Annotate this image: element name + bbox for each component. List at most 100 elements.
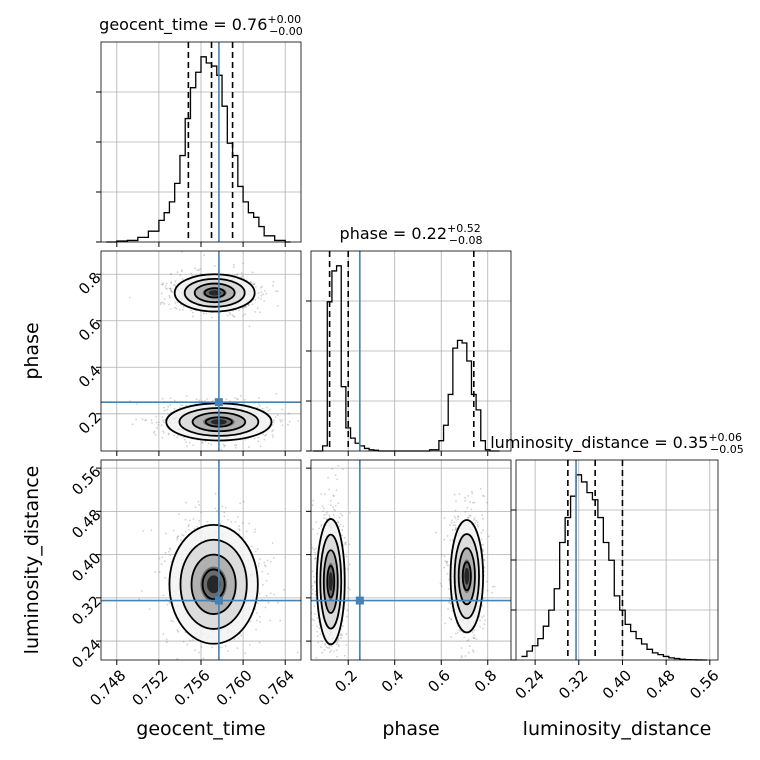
sample-point bbox=[461, 655, 463, 658]
title-err-minus: −0.08 bbox=[449, 234, 483, 247]
sample-point bbox=[161, 416, 164, 418]
sample-point bbox=[154, 571, 157, 573]
sample-point bbox=[483, 623, 486, 626]
sample-point bbox=[163, 560, 166, 563]
sample-point bbox=[213, 265, 216, 267]
sample-point bbox=[256, 307, 259, 310]
sample-point bbox=[257, 292, 260, 294]
sample-point bbox=[169, 548, 172, 551]
sample-point bbox=[347, 586, 350, 589]
sample-point bbox=[479, 625, 482, 628]
sample-point bbox=[314, 590, 317, 593]
sample-point bbox=[192, 444, 195, 446]
sample-point bbox=[169, 397, 172, 399]
sample-point bbox=[169, 602, 171, 604]
sample-point bbox=[219, 522, 222, 525]
sample-point bbox=[262, 433, 265, 436]
sample-point bbox=[322, 510, 325, 512]
sample-point bbox=[455, 500, 457, 503]
sample-point bbox=[170, 282, 173, 284]
sample-point bbox=[224, 644, 227, 647]
sample-point bbox=[164, 576, 167, 579]
sample-point bbox=[261, 407, 264, 410]
sample-point bbox=[332, 495, 335, 497]
sample-point bbox=[162, 430, 165, 432]
sample-point bbox=[340, 633, 343, 635]
sample-point bbox=[168, 601, 171, 603]
sample-point bbox=[169, 554, 172, 556]
sample-point bbox=[454, 509, 457, 512]
sample-point bbox=[492, 585, 494, 588]
sample-point bbox=[165, 532, 167, 535]
sample-point bbox=[162, 432, 165, 434]
sample-point bbox=[473, 501, 476, 504]
sample-point bbox=[238, 309, 241, 312]
sample-point bbox=[479, 487, 482, 490]
sample-point bbox=[448, 601, 450, 604]
sample-point bbox=[262, 583, 264, 586]
sample-point bbox=[266, 559, 269, 562]
panel-frame bbox=[310, 250, 512, 452]
histogram-layer bbox=[101, 42, 718, 661]
sample-point bbox=[343, 654, 346, 657]
sample-point bbox=[176, 629, 179, 632]
sample-point bbox=[264, 434, 266, 437]
sample-point bbox=[469, 515, 472, 517]
sample-point bbox=[254, 311, 257, 313]
sample-point bbox=[334, 474, 337, 477]
sample-point bbox=[444, 560, 447, 563]
sample-point bbox=[471, 631, 474, 634]
sample-point bbox=[245, 530, 248, 533]
sample-point bbox=[181, 534, 183, 536]
x-tick-label: 0.752 bbox=[129, 666, 172, 709]
sample-point bbox=[445, 562, 448, 565]
sample-point bbox=[443, 566, 445, 569]
sample-point bbox=[231, 314, 234, 316]
sample-point bbox=[174, 301, 177, 304]
sample-point bbox=[320, 640, 322, 642]
sample-point bbox=[341, 514, 344, 517]
sample-point bbox=[480, 538, 483, 541]
x-tick-label: 0.760 bbox=[213, 666, 256, 709]
sample-point bbox=[168, 432, 170, 435]
sample-point bbox=[138, 598, 141, 600]
sample-point bbox=[277, 601, 279, 604]
sample-point bbox=[485, 580, 488, 583]
sample-point bbox=[226, 314, 229, 317]
sample-point bbox=[272, 429, 275, 432]
sample-point bbox=[473, 518, 475, 521]
sample-point bbox=[477, 525, 479, 528]
sample-point bbox=[344, 542, 346, 545]
sample-point bbox=[476, 523, 479, 526]
sample-point bbox=[163, 303, 166, 305]
sample-point bbox=[483, 558, 486, 561]
sample-point bbox=[321, 505, 324, 508]
sample-point bbox=[449, 597, 451, 600]
sample-point bbox=[168, 287, 171, 290]
sample-point bbox=[157, 421, 160, 423]
sample-point bbox=[155, 415, 158, 418]
sample-point bbox=[474, 522, 477, 524]
sample-point bbox=[160, 292, 163, 295]
sample-point bbox=[467, 639, 470, 641]
sample-point bbox=[164, 285, 167, 287]
sample-point bbox=[335, 662, 337, 664]
sample-point bbox=[320, 525, 322, 527]
sample-point bbox=[332, 514, 335, 516]
sample-point bbox=[337, 521, 340, 524]
sample-point bbox=[342, 468, 344, 470]
sample-point bbox=[201, 442, 204, 444]
title-err-plus: +0.52 bbox=[447, 222, 481, 235]
sample-point bbox=[345, 644, 347, 646]
sample-point bbox=[446, 573, 449, 575]
sample-point bbox=[471, 492, 474, 495]
x-tick-label: 0.764 bbox=[255, 666, 298, 709]
sample-point bbox=[142, 530, 145, 532]
sample-point bbox=[240, 634, 243, 637]
sample-point bbox=[312, 499, 315, 502]
sample-point bbox=[347, 597, 350, 600]
sample-point bbox=[456, 631, 459, 634]
sample-point bbox=[148, 608, 151, 610]
sample-point bbox=[187, 525, 190, 527]
sample-point bbox=[311, 618, 314, 621]
